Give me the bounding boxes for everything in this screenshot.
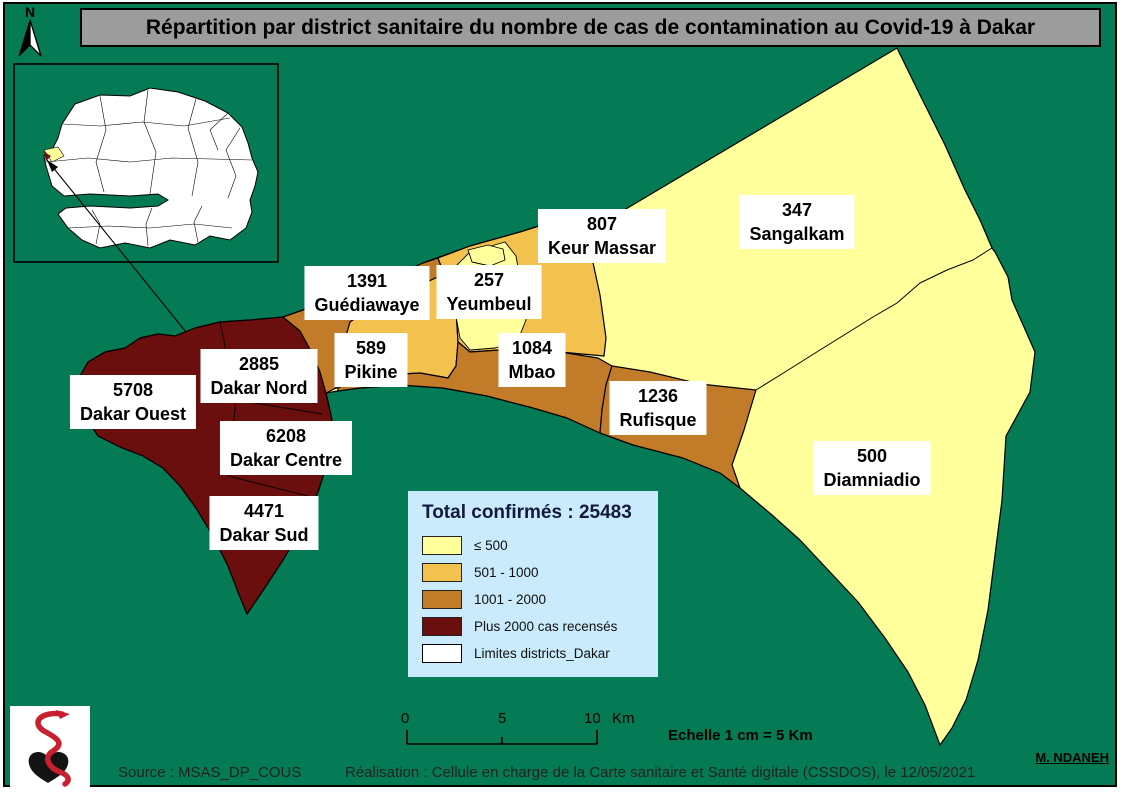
ministry-logo xyxy=(10,706,90,787)
district-label: 6208 Dakar Centre xyxy=(219,421,353,475)
sangalkam-diamniadio-boundary xyxy=(755,247,993,391)
district-value: 4471 xyxy=(243,501,285,521)
author-text: M. NDANEH xyxy=(1035,750,1109,765)
district-name: Sangalkam xyxy=(749,224,845,244)
district-name: Pikine xyxy=(344,362,398,382)
scale-tick-0: 0 xyxy=(401,710,410,727)
district-value: 5708 xyxy=(112,380,154,400)
district-name: Dakar Nord xyxy=(210,378,308,398)
district-label: 807 Keur Massar xyxy=(537,209,667,263)
legend-label: 1001 - 2000 xyxy=(474,591,547,607)
yeumbeul-enclave xyxy=(467,244,506,267)
inset-dakar-highlight-yellow xyxy=(43,146,65,163)
legend-swatch xyxy=(422,616,462,636)
source-text: Source : MSAS_DP_COUS xyxy=(118,764,302,781)
scale-note: Echelle 1 cm = 5 Km xyxy=(668,727,813,744)
legend-item: 501 - 1000 xyxy=(422,561,644,583)
legend-swatch xyxy=(422,589,462,609)
scale-tick-5: 5 xyxy=(498,710,507,727)
serpent-logo-icon xyxy=(28,710,71,787)
district-name: Dakar Sud xyxy=(219,525,309,545)
district-name: Rufisque xyxy=(619,410,697,430)
legend-item: Limites districts_Dakar xyxy=(422,642,644,664)
legend-item: ≤ 500 xyxy=(422,534,644,556)
senegal-district-lines xyxy=(45,89,253,247)
legend-title: Total confirmés : 25483 xyxy=(422,502,632,523)
scale-bar: 0 5 10 Km xyxy=(398,706,668,750)
legend-item: Plus 2000 cas recensés xyxy=(422,615,644,637)
legend-swatch xyxy=(422,535,462,555)
senegal-outline xyxy=(43,87,259,249)
district-label: 500 Diamniadio xyxy=(813,441,931,495)
scale-tick-10: 10 xyxy=(584,710,601,727)
district-name: Yeumbeul xyxy=(446,294,532,314)
legend-label: ≤ 500 xyxy=(474,537,508,553)
district-name: Dakar Centre xyxy=(229,450,343,470)
district-name: Guédiawaye xyxy=(314,295,420,315)
scale-bar-bracket xyxy=(406,730,598,745)
legend-swatch xyxy=(422,562,462,582)
map-title: Répartition par district sanitaire du no… xyxy=(80,8,1101,47)
legend-box: Total confirmés : 25483 ≤ 500 501 - 1000 1… xyxy=(408,491,658,677)
district-label: 257 Yeumbeul xyxy=(436,265,542,319)
inset-dakar-highlight-red xyxy=(44,152,51,161)
district-label: 5708 Dakar Ouest xyxy=(69,375,197,429)
legend-item: 1001 - 2000 xyxy=(422,588,644,610)
district-value: 1236 xyxy=(637,386,679,406)
district-name: Dakar Ouest xyxy=(79,404,187,424)
district-value: 1391 xyxy=(346,271,388,291)
district-value: 347 xyxy=(781,200,813,220)
district-name: Diamniadio xyxy=(823,470,921,490)
legend-swatch xyxy=(422,643,462,663)
north-arrow-label: N xyxy=(25,4,35,20)
district-value: 807 xyxy=(586,214,618,234)
realisation-text: Réalisation : Cellule en charge de la Ca… xyxy=(345,764,976,781)
district-value: 589 xyxy=(355,338,387,358)
legend-label: Limites districts_Dakar xyxy=(474,645,610,661)
district-value: 257 xyxy=(473,270,505,290)
district-label: 1084 Mbao xyxy=(498,333,566,387)
inset-connector-line xyxy=(46,159,187,333)
north-arrow-icon: N xyxy=(18,4,42,57)
district-label: 589 Pikine xyxy=(334,333,408,387)
district-label: 2885 Dakar Nord xyxy=(200,349,318,403)
district-value: 1084 xyxy=(511,338,553,358)
scale-unit: Km xyxy=(612,710,635,727)
district-label: 347 Sangalkam xyxy=(739,195,855,249)
legend-label: 501 - 1000 xyxy=(474,564,539,580)
district-label: 1236 Rufisque xyxy=(609,381,707,435)
legend-label: Plus 2000 cas recensés xyxy=(474,618,618,634)
district-value: 500 xyxy=(856,446,888,466)
district-name: Mbao xyxy=(508,362,556,382)
district-label: 1391 Guédiawaye xyxy=(304,266,430,320)
senegal-inset-map xyxy=(13,63,279,263)
district-label: 4471 Dakar Sud xyxy=(209,496,319,550)
district-value: 2885 xyxy=(238,354,280,374)
legend-items: ≤ 500 501 - 1000 1001 - 2000 Plus 2000 cas … xyxy=(422,534,644,664)
district-name: Keur Massar xyxy=(547,238,657,258)
district-value: 6208 xyxy=(265,426,307,446)
